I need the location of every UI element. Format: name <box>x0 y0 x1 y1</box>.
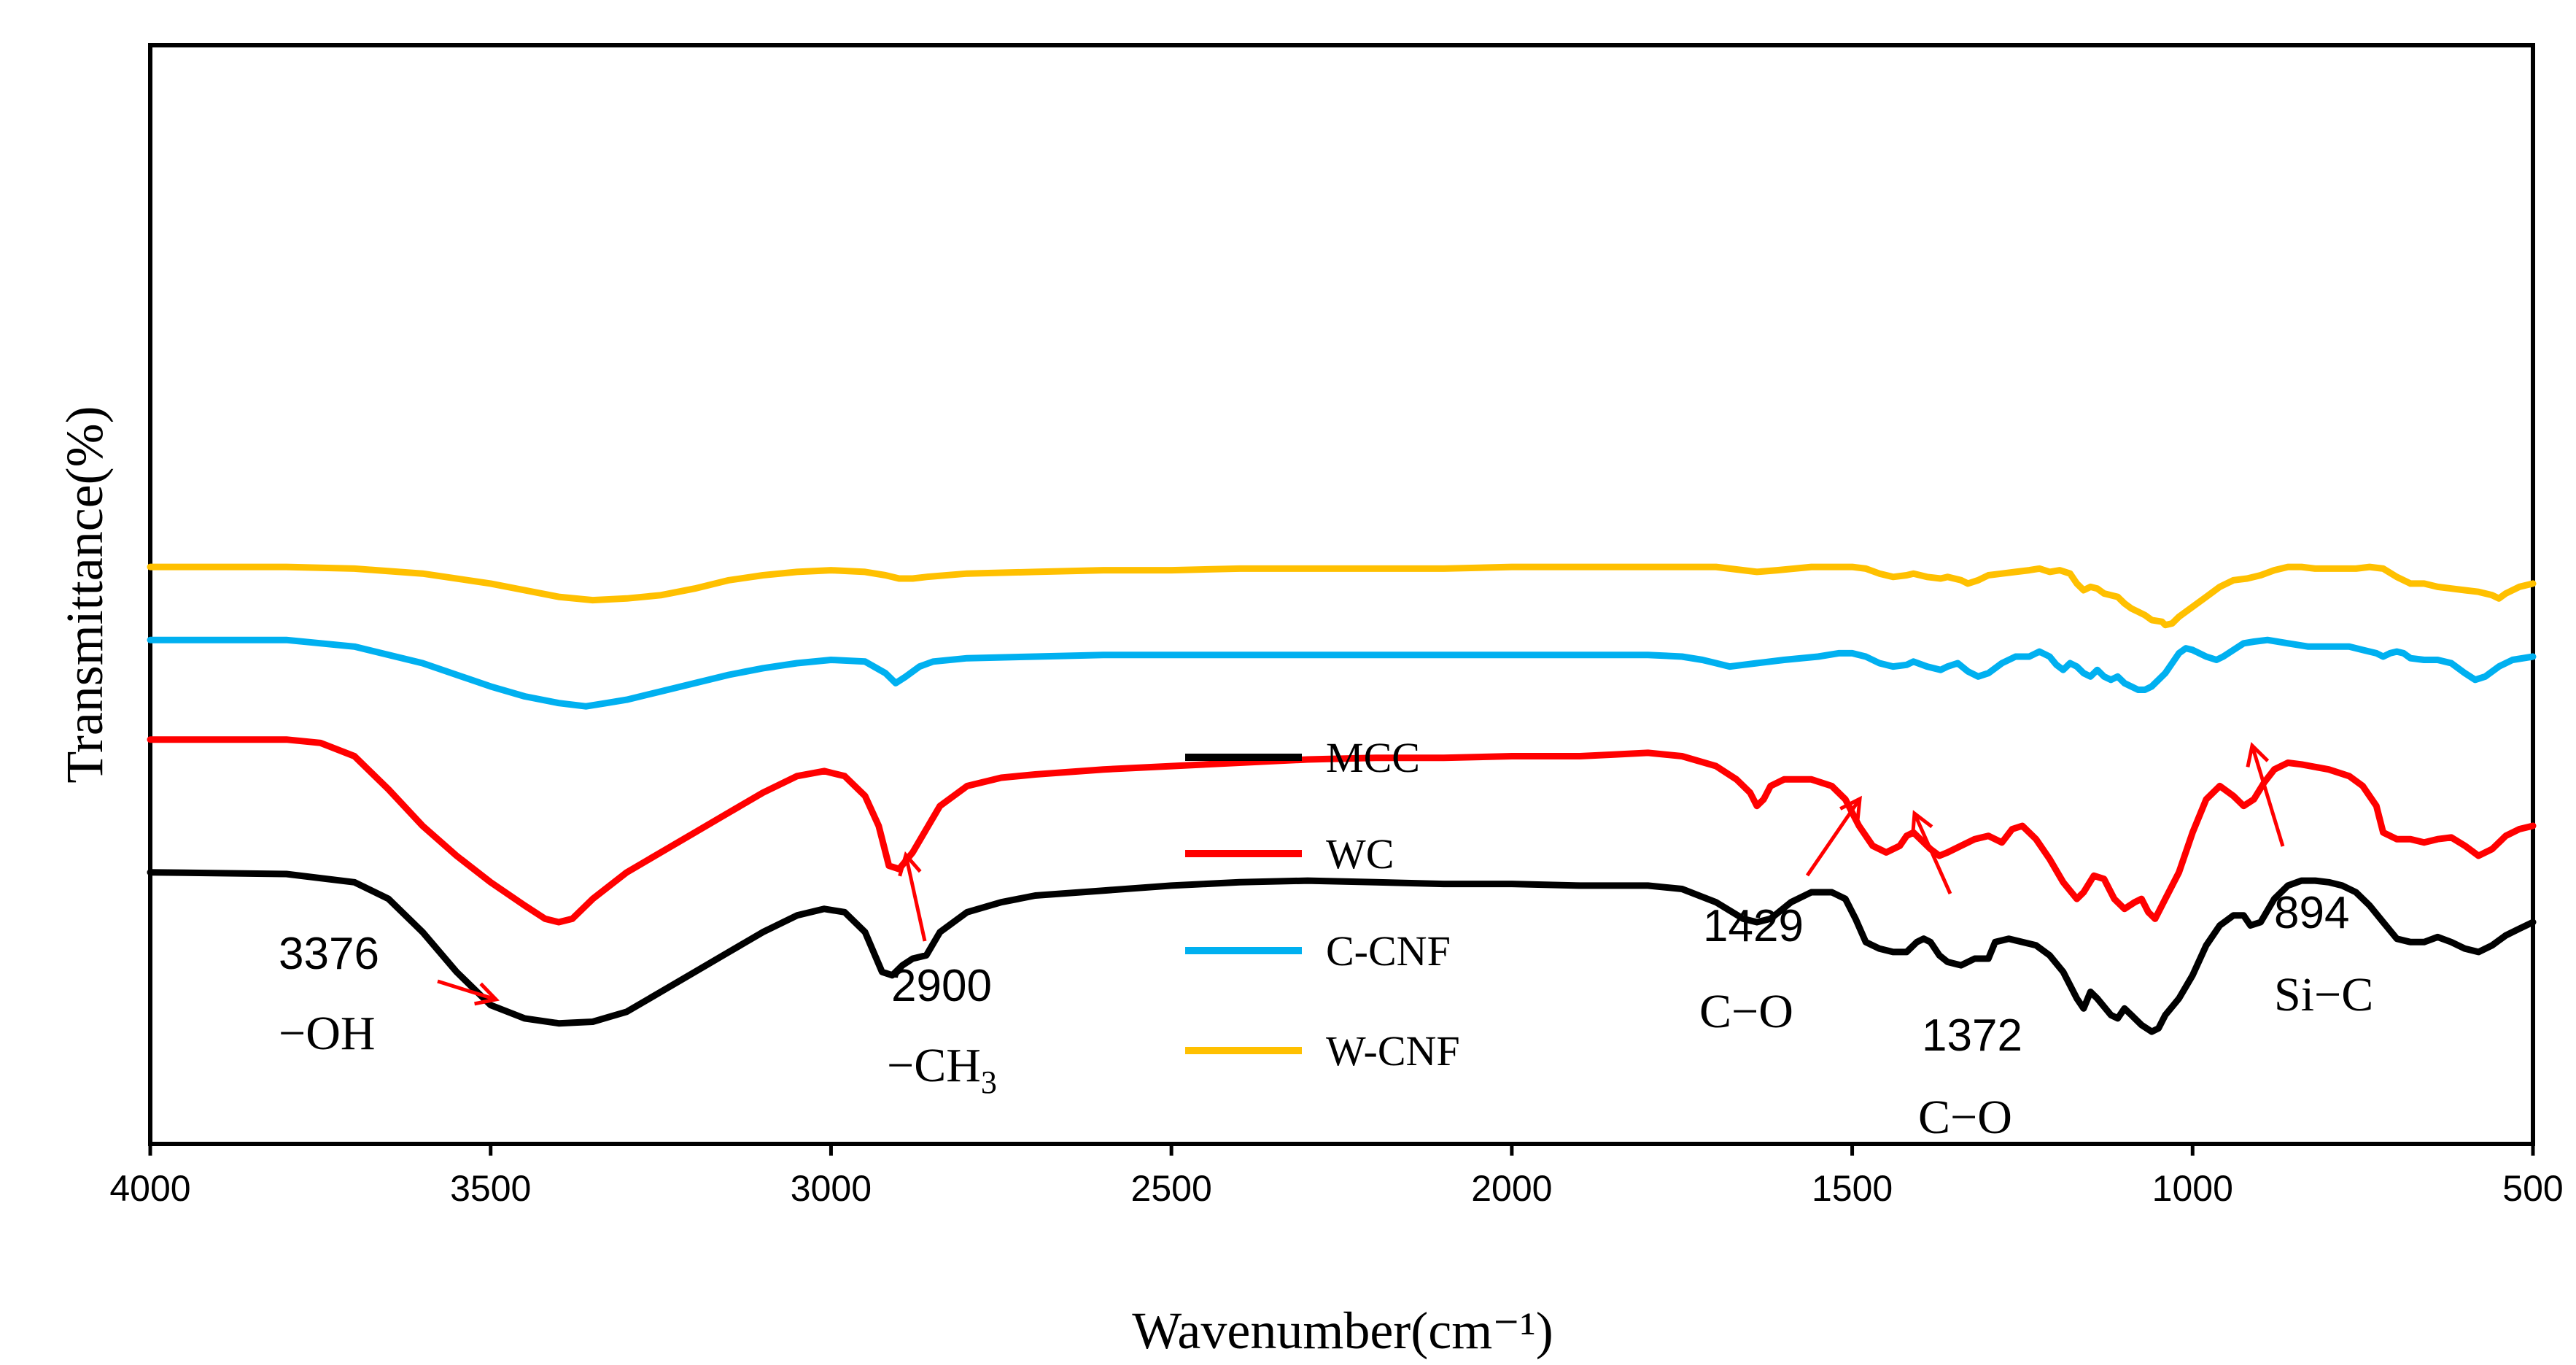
series-line-c-cnf <box>147 636 2537 710</box>
annotation-arrow-3376 <box>437 979 500 1006</box>
annotation-arrow-1429 <box>1805 795 1862 877</box>
legend: MCC WC C-CNF W-CNF <box>1185 734 1460 1075</box>
annotation-number: 2900 <box>891 961 992 1011</box>
legend-label-mcc: MCC <box>1326 734 1420 781</box>
y-axis-title: Transmittance(%) <box>55 406 114 783</box>
x-tick-label: 2000 <box>1471 1168 1552 1209</box>
annotation-arrows <box>437 742 2285 1006</box>
annotation-2900: 2900 −CH3 <box>887 961 997 1100</box>
annotation-arrow-1372 <box>1911 810 1952 895</box>
annotation-group-subscript: 3 <box>981 1064 997 1100</box>
series-layer <box>147 563 2537 1035</box>
annotation-arrow-2900 <box>898 851 927 942</box>
x-tick-label: 3000 <box>791 1168 872 1209</box>
x-tick-label: 1000 <box>2152 1168 2233 1209</box>
annotation-group: Si−C <box>2274 968 2373 1021</box>
x-tick-label: 500 <box>2502 1168 2563 1209</box>
legend-label-wc: WC <box>1326 830 1394 878</box>
annotation-group: C−O <box>1699 985 1793 1038</box>
annotation-group: C−O <box>1918 1091 2012 1144</box>
annotation-3376: 3376 −OH <box>279 929 379 1060</box>
annotation-894: 894 Si−C <box>2274 888 2373 1021</box>
annotation-number: 894 <box>2274 888 2349 938</box>
series-line-w-cnf <box>147 563 2537 629</box>
annotation-number: 1429 <box>1703 901 1804 951</box>
series-line-wc <box>147 736 2537 926</box>
series-line-mcc <box>147 869 2537 1035</box>
x-tick-label: 1500 <box>1812 1168 1893 1209</box>
annotation-group-base: −CH <box>887 1039 981 1092</box>
x-tick-label: 2500 <box>1131 1168 1212 1209</box>
annotation-number: 1372 <box>1922 1010 2022 1061</box>
x-axis-title: Wavenumber(cm⁻¹) <box>1132 1302 1553 1360</box>
annotation-arrow-894 <box>2246 742 2285 847</box>
plot-frame <box>148 43 2535 1146</box>
annotation-group: −OH <box>279 1007 376 1060</box>
legend-label-c-cnf: C-CNF <box>1326 927 1451 975</box>
x-tick-label: 4000 <box>109 1168 190 1209</box>
annotation-group: −CH3 <box>887 1039 997 1100</box>
annotation-number: 3376 <box>279 929 379 979</box>
annotation-1372: 1372 C−O <box>1918 1010 2022 1144</box>
x-tick-label: 3500 <box>450 1168 531 1209</box>
annotation-1429: 1429 C−O <box>1699 901 1804 1038</box>
legend-label-w-cnf: W-CNF <box>1326 1027 1460 1075</box>
x-axis-ticks: 4000 3500 3000 2500 2000 1500 1000 500 <box>109 1144 2564 1209</box>
